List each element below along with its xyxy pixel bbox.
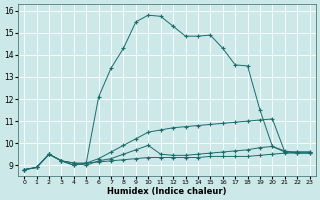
X-axis label: Humidex (Indice chaleur): Humidex (Indice chaleur) (107, 187, 227, 196)
